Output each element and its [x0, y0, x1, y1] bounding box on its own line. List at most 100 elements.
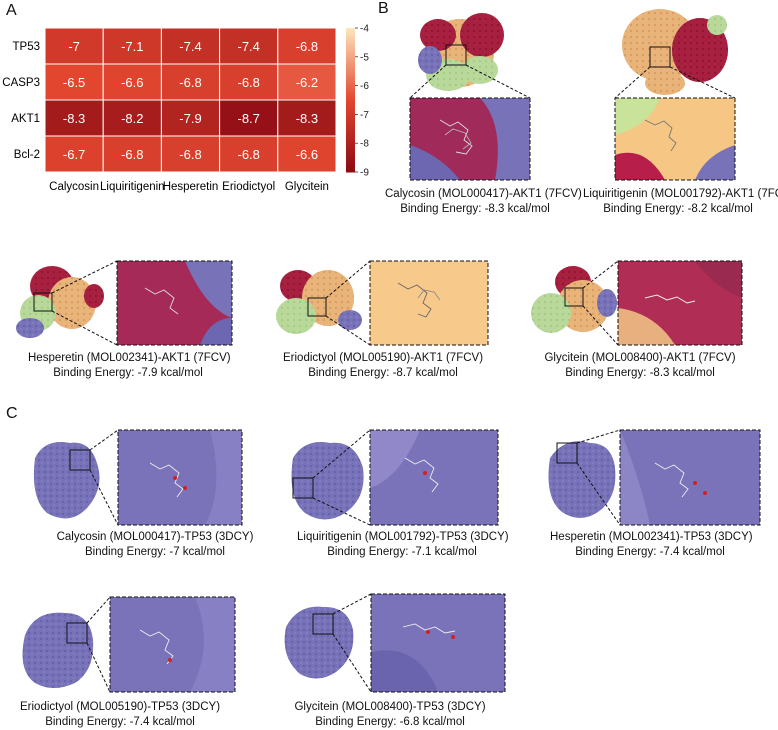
- caption-line1: Calycosin (MOL000417)-AKT1 (7FCV): [385, 188, 582, 200]
- cell-value-label: -6.8: [237, 147, 259, 162]
- heatmap-cell: [219, 99, 279, 137]
- docking-render-calycosin-tp53: [33, 429, 243, 526]
- colorbar-segment: [346, 136, 355, 139]
- colorbar-segment: [346, 104, 355, 108]
- panel-label-a: A: [6, 2, 17, 19]
- cell-value-label: -7.4: [179, 39, 201, 54]
- protein-surface: [276, 270, 362, 334]
- row-label: Bcl-2: [14, 149, 40, 161]
- colorbar-segment: [346, 35, 355, 39]
- heatmap-cell: [160, 63, 221, 101]
- colorbar-segment: [346, 121, 355, 125]
- cell-value-label: -6.8: [121, 147, 143, 162]
- colorbar-segment: [346, 66, 355, 70]
- caption-line1: Hesperetin (MOL002341)-TP53 (3DCY): [550, 531, 753, 543]
- caption-line2: Binding Energy: -8.7 kcal/mol: [308, 367, 458, 379]
- caption-line2: Binding Energy: -6.8 kcal/mol: [315, 716, 465, 728]
- colorbar-tick-label: -8: [360, 139, 369, 150]
- column-label: Calycosin: [49, 181, 99, 193]
- colorbar-segment: [346, 157, 355, 161]
- heatmap-cell: [219, 135, 279, 173]
- binding-pocket-zoom: [370, 593, 506, 693]
- column-label: Liquiritigenin: [100, 181, 165, 193]
- caption-glycitein-tp53: Glycitein (MOL008400)-TP53 (3DCY) Bindin…: [290, 700, 490, 730]
- protein-surface: [622, 9, 728, 95]
- docking-render-hesperetin-tp53: [548, 429, 761, 526]
- colorbar-segment: [346, 107, 355, 111]
- caption-line1: Eriodictyol (MOL005190)-AKT1 (7FCV): [283, 352, 484, 364]
- caption-line1: Hesperetin (MOL002341)-AKT1 (7FCV): [28, 352, 231, 364]
- colorbar-segment: [346, 92, 355, 96]
- panel-label-b: B: [378, 0, 389, 17]
- caption-hesperetin-tp53: Hesperetin (MOL002341)-TP53 (3DCY) Bindi…: [550, 530, 753, 560]
- colorbar-segment: [346, 152, 355, 156]
- protein-surface: [33, 442, 100, 519]
- cell-value-label: -7: [68, 39, 80, 54]
- colorbar-segment: [346, 73, 355, 77]
- colorbar-segment: [346, 124, 355, 127]
- cell-value-label: -8.3: [63, 111, 85, 126]
- cell-value-label: -6.8: [179, 75, 201, 90]
- colorbar-segment: [346, 64, 355, 67]
- docking-render-calycosin-akt1: [409, 13, 531, 181]
- colorbar-segment: [346, 61, 355, 65]
- colorbar-segment: [346, 40, 355, 43]
- colorbar-segment: [346, 52, 355, 55]
- colorbar-tick-label: -6: [360, 81, 369, 92]
- row-label: TP53: [13, 41, 41, 53]
- colorbar-segment: [346, 102, 355, 106]
- heatmap-cell: [277, 135, 337, 173]
- colorbar-segment: [346, 80, 355, 84]
- cell-value-label: -6.8: [296, 39, 318, 54]
- binding-pocket-zoom: [617, 260, 743, 346]
- heatmap-cell: [102, 99, 162, 137]
- heatmap-cell: [44, 27, 104, 65]
- protein-surface: [16, 266, 104, 338]
- heatmap-cell: [277, 63, 337, 101]
- colorbar-segment: [346, 119, 355, 123]
- caption-line2: Binding Energy: -8.3 kcal/mol: [565, 367, 715, 379]
- colorbar-segment: [346, 30, 355, 34]
- binding-pocket-zoom: [109, 596, 236, 693]
- colorbar-segment: [346, 88, 355, 91]
- caption-line2: Binding Energy: -8.2 kcal/mol: [603, 203, 753, 215]
- protein-surface: [531, 266, 617, 333]
- colorbar-segment: [346, 150, 355, 154]
- colorbar-segment: [346, 126, 355, 130]
- colorbar-segment: [346, 128, 355, 132]
- colorbar-segment: [346, 28, 355, 31]
- colorbar-segment: [346, 68, 355, 72]
- colorbar-segment: [346, 109, 355, 113]
- colorbar-segment: [346, 76, 355, 79]
- docking-render-eriodictyol-akt1: [276, 260, 489, 346]
- colorbar-segment: [346, 83, 355, 87]
- caption-line1: Eriodictyol (MOL005190)-TP53 (3DCY): [20, 701, 221, 713]
- caption-line2: Binding Energy: -8.3 kcal/mol: [400, 203, 550, 215]
- caption-hesperetin-akt1: Hesperetin (MOL002341)-AKT1 (7FCV) Bindi…: [28, 351, 231, 381]
- colorbar-segment: [346, 116, 355, 120]
- cell-value-label: -6.6: [121, 75, 143, 90]
- caption-line2: Binding Energy: -7.4 kcal/mol: [45, 716, 195, 728]
- caption-glycitein-akt1: Glycitein (MOL008400)-AKT1 (7FCV) Bindin…: [540, 351, 740, 381]
- caption-eriodictyol-tp53: Eriodictyol (MOL005190)-TP53 (3DCY) Bind…: [20, 700, 220, 730]
- binding-pocket-zoom: [116, 260, 233, 346]
- colorbar-segment: [346, 56, 355, 60]
- colorbar-segment: [346, 42, 355, 46]
- cell-value-label: -7.4: [237, 39, 259, 54]
- docking-render-eriodictyol-tp53: [22, 596, 236, 693]
- colorbar-segment: [346, 59, 355, 63]
- colorbar-segment: [346, 143, 355, 147]
- protein-surface: [22, 612, 94, 688]
- colorbar-segment: [346, 155, 355, 159]
- colorbar-segment: [346, 90, 355, 94]
- binding-pocket-zoom: [369, 429, 499, 526]
- caption-line2: Binding Energy: -7 kcal/mol: [85, 546, 225, 558]
- cell-value-label: -6.7: [63, 147, 85, 162]
- binding-pocket-zoom: [614, 97, 736, 181]
- row-label: AKT1: [11, 113, 40, 125]
- protein-surface: [418, 13, 504, 91]
- docking-render-glycitein-akt1: [531, 260, 743, 346]
- cell-value-label: -7.1: [121, 39, 143, 54]
- colorbar-segment: [346, 169, 355, 173]
- colorbar-segment: [346, 49, 355, 53]
